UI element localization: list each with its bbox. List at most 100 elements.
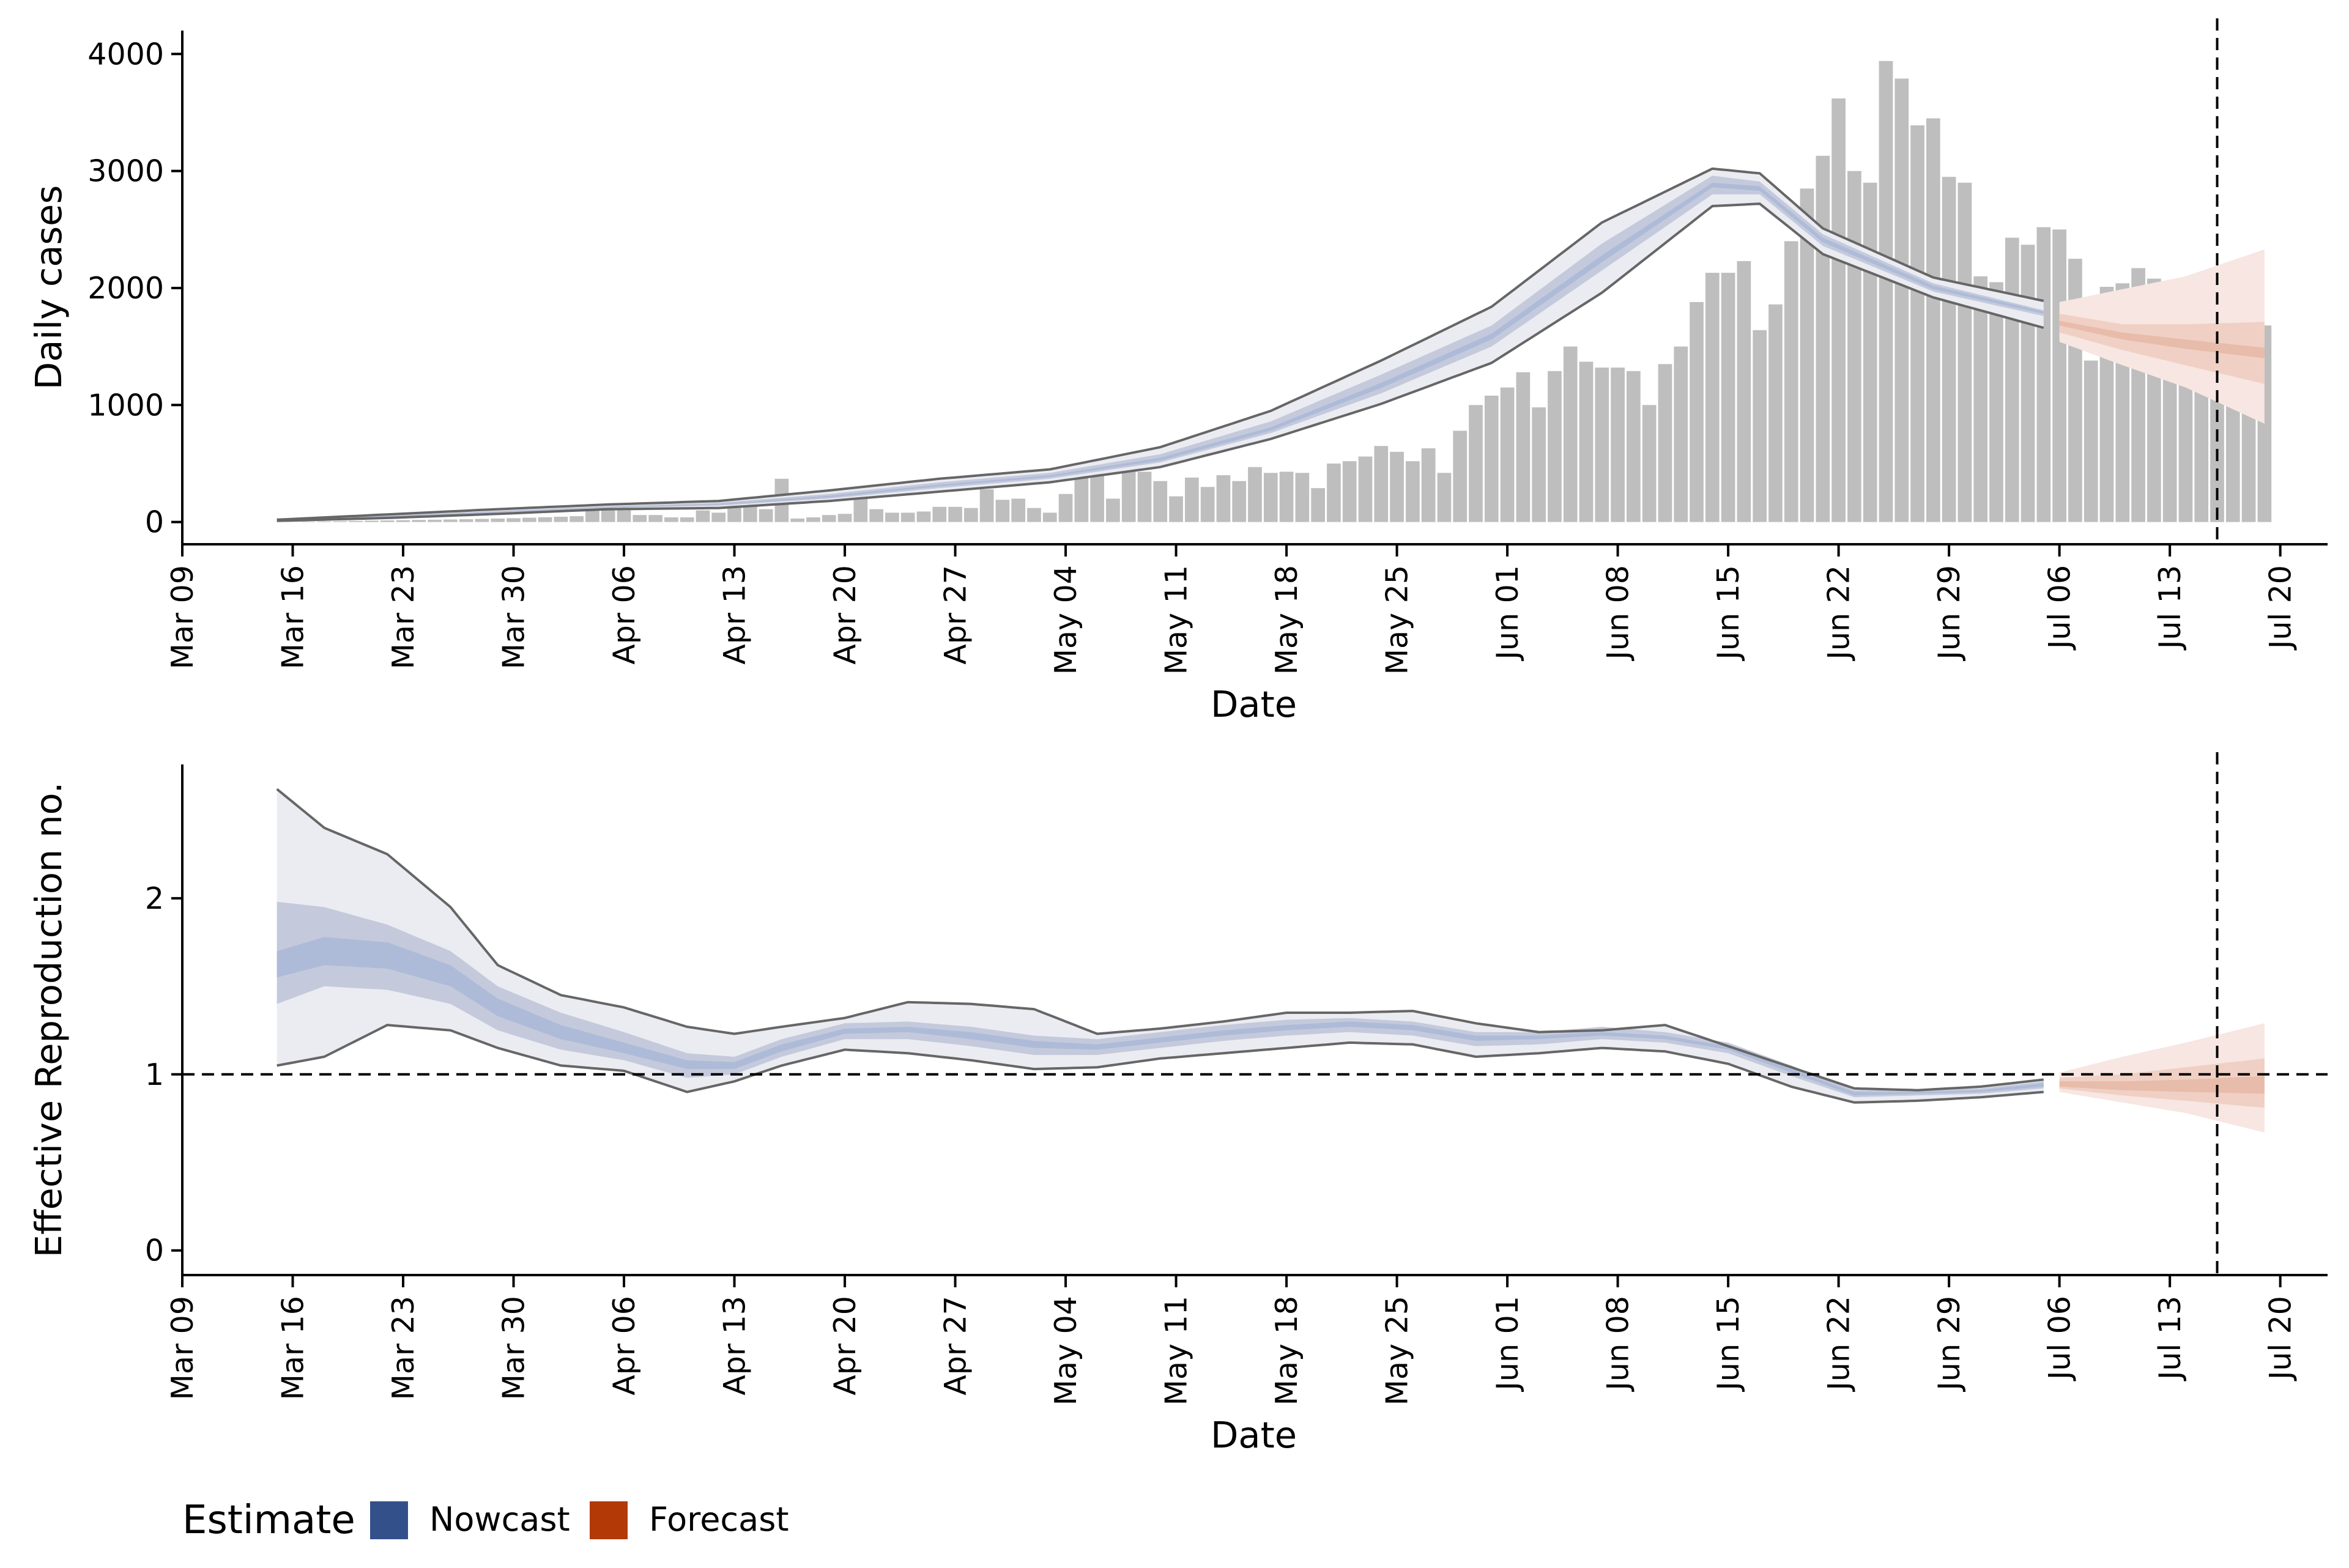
x-tick-label-jul-20: Jul 20 [2263,565,2298,651]
bar [1926,119,1940,522]
bar [491,519,505,522]
bar [1816,156,1830,522]
bar [1721,273,1735,522]
bar [1690,302,1704,522]
bar [1973,276,1987,522]
legend-label-nowcast: Nowcast [429,1500,570,1539]
bar [1942,177,1956,522]
x-tick-label-jul-20: Jul 20 [2263,1296,2298,1381]
x-tick-label-jun-01: Jun 01 [1490,565,1525,662]
bar [1784,241,1798,522]
bar [1390,452,1404,522]
bar [932,507,946,522]
bar [1705,273,1720,522]
bar [333,521,347,522]
bar [1027,508,1041,522]
bar [522,518,536,522]
x-tick-label-mar-16: Mar 16 [276,565,311,669]
x-tick-label-jun-22: Jun 22 [1822,1296,1857,1392]
bar [885,512,899,522]
bar [1153,481,1167,522]
bar [648,515,662,522]
bar [1879,61,1893,522]
bar [1863,183,1877,522]
bar [1343,461,1357,522]
bar [1138,472,1152,522]
bar [1627,371,1641,522]
legend-swatch-forecast [590,1501,628,1539]
y-tick-label: 1 [145,1057,164,1092]
bar [1422,448,1436,522]
y-axis-title: Daily cases [28,185,70,390]
bar [1737,261,1751,522]
x-tick-label-mar-30: Mar 30 [497,565,532,669]
x-tick-label-jun-15: Jun 15 [1711,1296,1746,1392]
y-tick-label: 2 [145,881,164,916]
bar [412,520,426,522]
bar [1753,330,1767,522]
bar [349,521,363,522]
x-tick-label-may-18: May 18 [1269,1296,1304,1405]
bar [853,498,867,522]
bar [1296,473,1310,522]
bar [1453,431,1467,522]
x-tick-label-jun-29: Jun 29 [1932,1296,1967,1392]
x-tick-label-may-11: May 11 [1159,565,1194,675]
x-tick-label-mar-09: Mar 09 [165,1296,200,1400]
x-tick-label-apr-13: Apr 13 [718,1296,752,1396]
x-tick-label-apr-20: Apr 20 [828,565,863,665]
bar [633,515,647,522]
x-axis-title: Date [1211,1414,1297,1456]
bar [996,500,1010,522]
bar [964,508,978,522]
x-tick-label-apr-27: Apr 27 [938,1296,973,1396]
bar [1122,470,1136,522]
legend: Estimate Nowcast Forecast [182,1498,789,1543]
x-tick-label-jun-22: Jun 22 [1822,565,1857,662]
bar [759,509,773,522]
y-axis-title: Effective Reproduction no. [28,782,70,1258]
bar [1311,488,1325,522]
bar [507,518,521,522]
bar [1658,364,1672,522]
bar [1595,368,1609,522]
x-tick-label-jul-06: Jul 06 [2043,1296,2077,1381]
x-tick-label-may-18: May 18 [1269,565,1304,675]
bar [1374,446,1388,522]
bar [1611,368,1625,522]
bar [1185,478,1199,522]
x-tick-label-may-04: May 04 [1048,1296,1083,1405]
bar [1075,473,1089,522]
bar [428,520,442,522]
x-tick-label-jun-08: Jun 08 [1601,565,1636,662]
bar [1438,473,1452,522]
bar [459,519,473,522]
bar [917,511,931,522]
x-tick-label-jul-13: Jul 13 [2153,565,2188,651]
bar [806,517,820,522]
y-tick-label: 0 [145,505,164,540]
x-tick-label-mar-23: Mar 23 [386,1296,421,1400]
bar [396,520,410,522]
bar [1958,183,1972,522]
bar [1579,362,1594,522]
nowcast-band-90 [277,789,2044,1103]
y-tick-label: 3000 [87,154,164,189]
bar [365,520,379,522]
bar [1217,475,1231,522]
bar [1847,171,1861,522]
bar [1642,405,1657,522]
y-tick-label: 4000 [87,37,164,72]
x-tick-label-apr-20: Apr 20 [828,1296,863,1396]
bar [1011,498,1025,522]
y-tick-label: 0 [145,1233,164,1268]
bar [1359,456,1373,522]
bar [1327,464,1341,522]
bar [790,519,804,522]
bar [1564,347,1578,522]
bar [2021,245,2035,522]
bar [1106,498,1120,522]
bar [1674,347,1688,522]
